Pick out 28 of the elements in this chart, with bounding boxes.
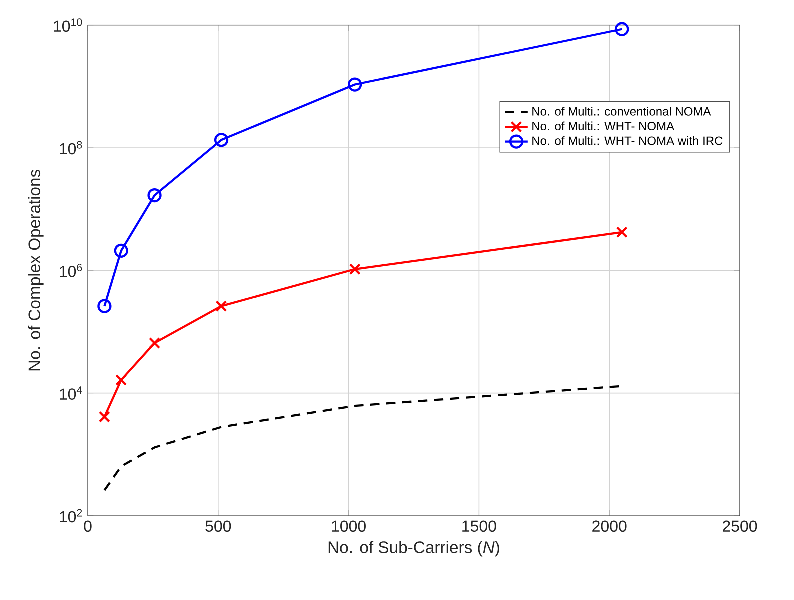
point <box>148 188 162 203</box>
point <box>114 244 128 258</box>
y-axis-title: No. of Complex Operations <box>28 170 44 371</box>
point <box>148 337 161 350</box>
y-tick-label: 10$^{10}$ <box>54 18 82 32</box>
point <box>116 374 128 386</box>
y-tick-label: 10$^{2}$ <box>60 509 82 523</box>
x-tick-label: 0 <box>84 520 92 532</box>
x-tick-label: 1000 <box>332 520 366 532</box>
point <box>98 299 112 314</box>
point <box>98 411 110 423</box>
point <box>216 300 228 312</box>
y-tick-label: 10$^{6}$ <box>60 264 82 278</box>
legend-label: No. of Multi.: WHT- NOMA <box>532 122 675 131</box>
point <box>616 226 628 238</box>
point <box>349 264 361 276</box>
point <box>615 22 630 36</box>
x-tick-label: 1500 <box>462 520 496 532</box>
x-tick-label: 500 <box>206 520 232 532</box>
legend-label: No. of Multi.: conventional NOMA <box>532 107 712 116</box>
y-tick-label: 10$^{4}$ <box>60 386 82 400</box>
x-tick-label: 2500 <box>722 520 758 532</box>
y-tick-label: 10$^{8}$ <box>60 141 82 155</box>
point <box>348 78 362 92</box>
point <box>214 133 229 148</box>
legend-label: No. of Multi.: WHT- NOMA with IRC <box>532 136 723 146</box>
x-axis-title: No. of Sub-Carriers (N) <box>328 541 500 557</box>
x-tick-label: 2000 <box>592 520 627 532</box>
